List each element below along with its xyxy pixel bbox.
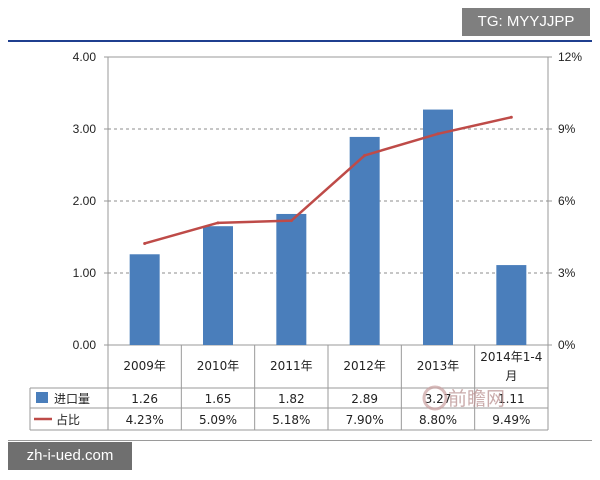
table-cell-line-1: 4.23% xyxy=(126,413,164,427)
x-tick-label-4: 2012年 xyxy=(343,359,386,373)
table-cell-bar-3: 1.82 xyxy=(278,392,305,406)
line-layer xyxy=(143,115,513,245)
axis-layer: 0.00 1.00 2.00 3.00 4.00 0% 3% 6% 9% 12% xyxy=(73,50,583,352)
x-tick-label-5: 2013年 xyxy=(417,359,460,373)
y-left-tick-label: 3.00 xyxy=(73,122,97,136)
x-tick-label-1: 2009年 xyxy=(123,359,166,373)
table-cell-line-6: 9.49% xyxy=(492,413,530,427)
share-point-4 xyxy=(363,153,367,157)
table-cell-line-4: 7.90% xyxy=(346,413,384,427)
bar-4 xyxy=(349,136,380,345)
bar-3 xyxy=(276,213,307,345)
x-tick-label-3: 2011年 xyxy=(270,359,313,373)
table-cell-bar-4: 2.89 xyxy=(351,392,378,406)
table-cell-bar-1: 1.26 xyxy=(131,392,158,406)
share-point-1 xyxy=(143,241,147,245)
share-line xyxy=(144,116,512,245)
y-right-tick-label: 9% xyxy=(558,122,576,136)
table-cell-bar-2: 1.65 xyxy=(205,392,232,406)
x-tick-label-6: 2014年1-4 xyxy=(480,350,542,364)
share-point-5 xyxy=(436,132,440,136)
y-left-tick-label: 4.00 xyxy=(73,50,97,64)
y-right-tick-label: 0% xyxy=(558,338,576,352)
share-point-6 xyxy=(509,115,513,119)
x-tick-label-6-cont: 月 xyxy=(505,369,517,383)
table-cell-line-2: 5.09% xyxy=(199,413,237,427)
y-left-tick-label: 2.00 xyxy=(73,194,97,208)
grid-layer xyxy=(107,56,549,346)
watermark-tg: TG: MYYJJPP xyxy=(462,8,590,36)
bar-2 xyxy=(203,226,233,345)
bar-6 xyxy=(496,265,527,345)
y-right-tick-label: 12% xyxy=(558,50,582,64)
logo-watermark-icon xyxy=(422,385,448,411)
top-rule xyxy=(8,40,592,42)
bar-layer xyxy=(129,109,527,345)
legend-label-line: 占比 xyxy=(56,412,80,427)
legend-label-bar: 进口量 xyxy=(54,392,90,406)
table-cell-bar-6: 1.11 xyxy=(498,392,525,406)
x-tick-label-2: 2010年 xyxy=(197,359,240,373)
legend-key-bar xyxy=(36,392,48,403)
y-right-tick-label: 6% xyxy=(558,194,576,208)
y-left-tick-label: 1.00 xyxy=(73,266,97,280)
table-cell-line-3: 5.18% xyxy=(272,413,310,427)
logo-watermark-text: 前瞻网 xyxy=(448,388,505,410)
y-left-tick-label: 0.00 xyxy=(73,338,97,352)
bar-5 xyxy=(423,109,453,345)
bottom-rule xyxy=(8,440,592,441)
y-right-tick-label: 3% xyxy=(558,266,576,280)
watermark-site: zh-i-ued.com xyxy=(8,442,132,470)
table-cell-line-5: 8.80% xyxy=(419,413,457,427)
share-point-3 xyxy=(289,219,293,223)
share-point-2 xyxy=(216,221,220,225)
bar-1 xyxy=(129,254,160,345)
